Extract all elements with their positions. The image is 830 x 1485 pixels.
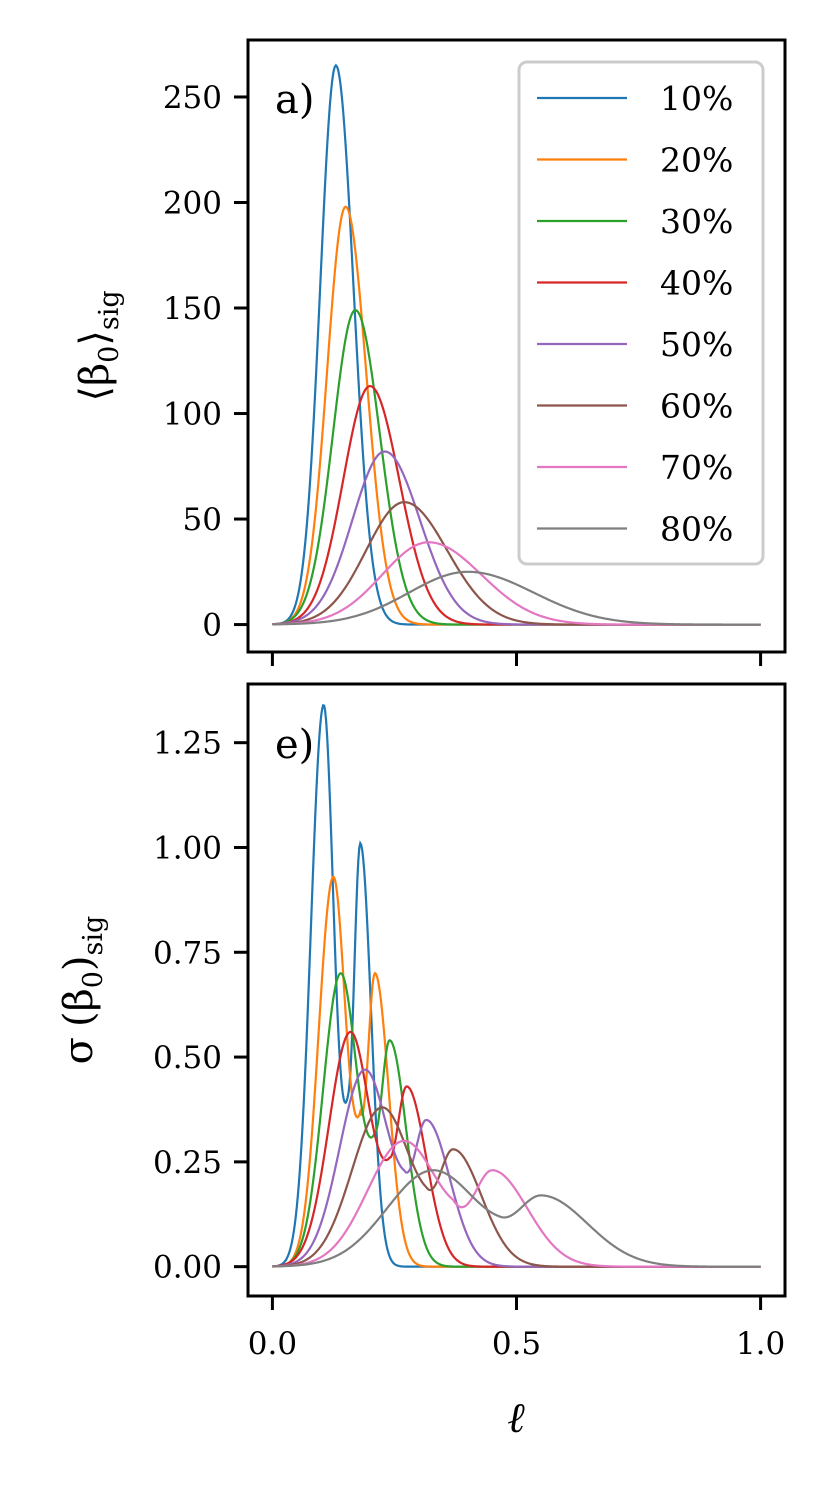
panel-e-ytick-label: 0.25 (153, 1145, 222, 1181)
panel-e: 0.00 0.25 0.50 0.75 1.00 1.25 0.0 0.5 1.0 e) σ(β… (56, 682, 787, 1442)
panel-a-ytick-label: 100 (163, 397, 222, 433)
legend-label: 10% (660, 79, 733, 118)
panel-e-ylabel: σ(β0)sig (56, 916, 109, 1065)
panel-a-ytick-label: 50 (183, 502, 222, 538)
panel-e-ticks: 0.00 0.25 0.50 0.75 1.00 1.25 0.0 0.5 1.0 (153, 726, 785, 1362)
legend-label: 70% (660, 448, 733, 487)
panel-a-ytick-label: 250 (163, 80, 222, 116)
panel-e-ytick-label: 0.50 (153, 1040, 222, 1076)
panel-a-ytick-label: 150 (163, 291, 222, 327)
legend: 10% 20% 30% 40% 50% 60% 70% 80% (517, 60, 765, 566)
panel-e-series-80pct (272, 1169, 761, 1268)
panel-e-series-20pct (272, 875, 761, 1268)
panel-a: 0 50 100 150 200 250 a) 10% 20% 30% 40% 50% 60% 70%… (72, 38, 787, 666)
panel-e-xtick-label: 0.0 (248, 1326, 297, 1362)
panel-a-series-80pct (272, 570, 761, 626)
panel-e-ytick-label: 1.00 (153, 830, 222, 866)
panel-e-ytick-label: 0.00 (153, 1250, 222, 1286)
panel-e-lines (272, 704, 761, 1268)
panel-e-ytick-label: 0.75 (153, 935, 222, 971)
panel-a-label: a) (275, 77, 314, 123)
legend-box (517, 60, 765, 566)
legend-label: 30% (660, 202, 733, 241)
panel-e-label: e) (275, 722, 314, 768)
legend-label: 80% (660, 510, 733, 549)
panel-a-ytick-label: 0 (202, 608, 222, 644)
panel-e-xtick-label: 0.5 (492, 1326, 541, 1362)
panel-e-xtick-label: 1.0 (736, 1326, 785, 1362)
panel-e-ytick-label: 1.25 (153, 726, 222, 762)
panel-a-lines (272, 63, 761, 626)
panel-e-series-70pct (272, 1139, 761, 1268)
panel-a-ticks: 0 50 100 150 200 250 (163, 80, 763, 666)
panel-e-xlabel: ℓ (507, 1393, 525, 1442)
panel-e-series-50pct (272, 1068, 761, 1268)
panel-a-ylabel: ⟨β0⟩sig (72, 290, 125, 401)
panel-e-series-60pct (272, 1106, 761, 1268)
legend-label: 40% (660, 264, 733, 303)
panel-a-ytick-label: 200 (163, 185, 222, 221)
legend-label: 60% (660, 387, 733, 426)
legend-label: 20% (660, 141, 733, 180)
legend-label: 50% (660, 325, 733, 364)
